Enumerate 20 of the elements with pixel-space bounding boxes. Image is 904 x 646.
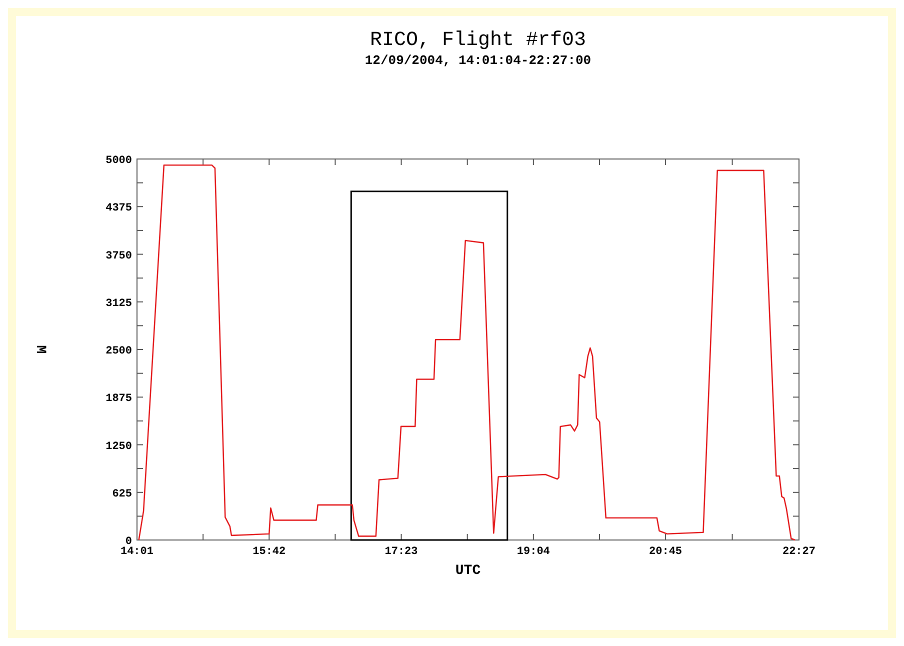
y-tick-label: 1875 [106,393,132,406]
x-tick-label: 17:23 [384,546,418,558]
x-tick-label: 14:01 [120,546,154,558]
x-tick-label: 19:04 [516,546,550,558]
x-axis-title: UTC [455,563,482,579]
chart-title: RICO, Flight #rf03 [370,29,586,52]
y-axis-title: M [32,345,48,354]
y-tick-label: 4375 [106,202,132,215]
y-tick-label: 2500 [106,346,132,358]
y-tick-label: 0 [125,536,132,548]
y-tick-label: 3750 [106,250,132,262]
y-tick-label: 3125 [106,298,132,310]
x-tick-label: 20:45 [649,546,682,558]
line-series [138,164,796,541]
x-tick-label: 15:42 [252,546,286,558]
y-tick-label: 5000 [106,155,132,167]
chart-subtitle: 12/09/2004, 14:01:04-22:27:00 [364,53,592,68]
y-tick-label: 625 [112,488,132,500]
y-tick-label: 1250 [106,440,132,453]
x-tick-label: 22:27 [782,546,816,558]
